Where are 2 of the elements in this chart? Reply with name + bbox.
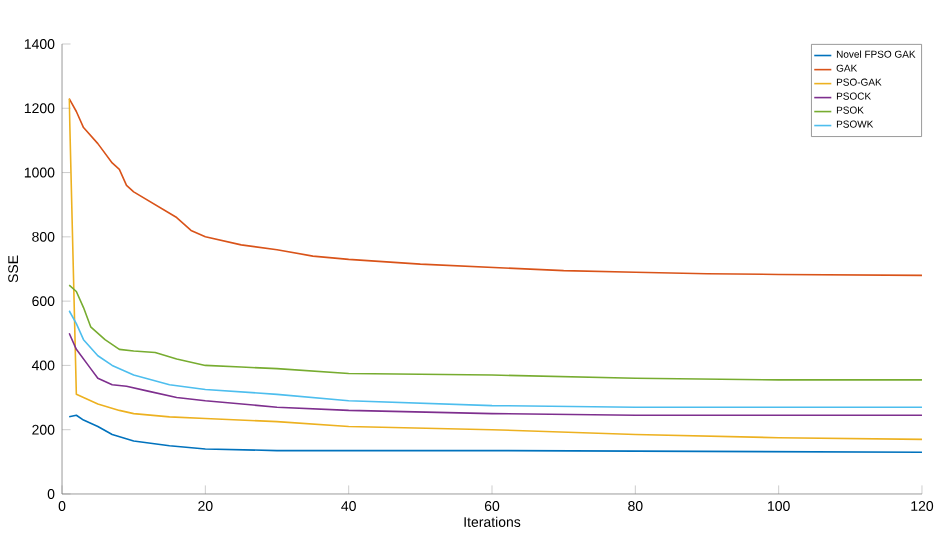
line-series <box>68 284 922 381</box>
line-series <box>68 97 922 441</box>
